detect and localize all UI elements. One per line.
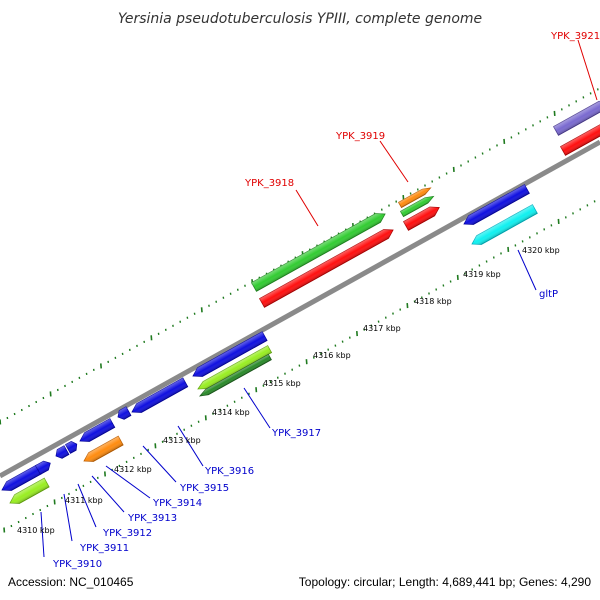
feature-green-dark[interactable] xyxy=(199,353,272,398)
tick-row-lower xyxy=(3,200,596,533)
label-connector-line xyxy=(379,140,409,183)
feature-purple-3921[interactable] xyxy=(553,97,600,136)
kbp-label-4312: 4312 kbp xyxy=(114,465,152,474)
kbp-label-4315: 4315 kbp xyxy=(263,379,301,388)
label-connector-line xyxy=(577,39,598,101)
feature-orange-3919[interactable] xyxy=(397,185,432,209)
gene-label-ypk-3917[interactable]: YPK_3917 xyxy=(271,428,321,439)
label-connector-line xyxy=(91,475,125,513)
gene-label-ypk-3921[interactable]: YPK_3921 xyxy=(550,31,600,42)
label-connector-line xyxy=(517,249,537,291)
feature-red-3921[interactable] xyxy=(560,117,600,156)
label-connector-line xyxy=(142,445,177,483)
map-title: Yersinia pseudotuberculosis YPIII, compl… xyxy=(118,11,482,27)
gene-label-ypk-3918[interactable]: YPK_3918 xyxy=(244,178,294,189)
label-connector-line xyxy=(243,387,271,429)
label-connector-line xyxy=(295,189,319,227)
kbp-label-4310: 4310 kbp xyxy=(17,526,55,535)
gene-labels: YPK_3910 YPK_3911 YPK_3912 YPK_3913 YPK_… xyxy=(52,31,600,570)
feature-blue-6[interactable] xyxy=(116,406,132,422)
gene-label-ypk-3911[interactable]: YPK_3911 xyxy=(79,543,129,554)
label-connector-line xyxy=(40,511,45,558)
feature-green-3918[interactable] xyxy=(251,210,388,292)
kbp-labels: 4310 kbp 4311 kbp 4312 kbp 4313 kbp 4314… xyxy=(17,246,560,535)
feature-red-3918[interactable] xyxy=(259,226,396,308)
gene-label-ypk-3919[interactable]: YPK_3919 xyxy=(335,131,385,142)
feature-orange-1[interactable] xyxy=(82,435,124,465)
kbp-label-4320: 4320 kbp xyxy=(522,246,560,255)
genome-backbone xyxy=(0,139,600,479)
kbp-label-4319: 4319 kbp xyxy=(463,270,501,279)
feature-blue-5[interactable] xyxy=(78,418,116,446)
gene-label-ypk-3910[interactable]: YPK_3910 xyxy=(52,559,102,570)
label-connector-line xyxy=(177,425,204,467)
tick-row-upper xyxy=(0,88,599,425)
genome-summary-text: Topology: circular; Length: 4,689,441 bp… xyxy=(299,575,592,589)
feature-blue-2[interactable] xyxy=(35,459,53,475)
feature-blue-7[interactable] xyxy=(130,377,189,416)
gene-label-ypk-3916[interactable]: YPK_3916 xyxy=(204,466,254,477)
gene-label-ypk-3913[interactable]: YPK_3913 xyxy=(127,513,177,524)
gene-label-ypk-3914[interactable]: YPK_3914 xyxy=(152,498,202,509)
kbp-label-4313: 4313 kbp xyxy=(163,436,201,445)
feature-green-3919[interactable] xyxy=(399,194,435,218)
feature-blue-8[interactable] xyxy=(191,331,268,381)
feature-blue-4[interactable] xyxy=(65,440,80,454)
feature-cyan-gltP[interactable] xyxy=(470,204,538,249)
label-connectors xyxy=(40,39,598,558)
gene-features xyxy=(0,97,600,507)
feature-red-3919[interactable] xyxy=(403,203,442,231)
label-connector-line xyxy=(63,493,73,542)
gene-label-ypk-3912[interactable]: YPK_3912 xyxy=(102,528,152,539)
feature-blue-3[interactable] xyxy=(54,445,70,461)
kbp-label-4317: 4317 kbp xyxy=(363,324,401,333)
kbp-label-4318: 4318 kbp xyxy=(414,297,452,306)
kbp-label-4314: 4314 kbp xyxy=(212,408,250,417)
label-connector-line xyxy=(77,483,97,528)
label-connector-line xyxy=(105,465,151,499)
accession-text: Accession: NC_010465 xyxy=(8,575,134,589)
gene-label-ypk-3915[interactable]: YPK_3915 xyxy=(179,483,229,494)
gene-label-gltp[interactable]: gltP xyxy=(539,289,558,300)
kbp-label-4316: 4316 kbp xyxy=(313,351,351,360)
feature-blue-gltP[interactable] xyxy=(462,184,530,229)
kbp-label-4311: 4311 kbp xyxy=(65,496,103,505)
feature-blue-1[interactable] xyxy=(0,464,42,494)
feature-lime-1[interactable] xyxy=(8,477,50,507)
